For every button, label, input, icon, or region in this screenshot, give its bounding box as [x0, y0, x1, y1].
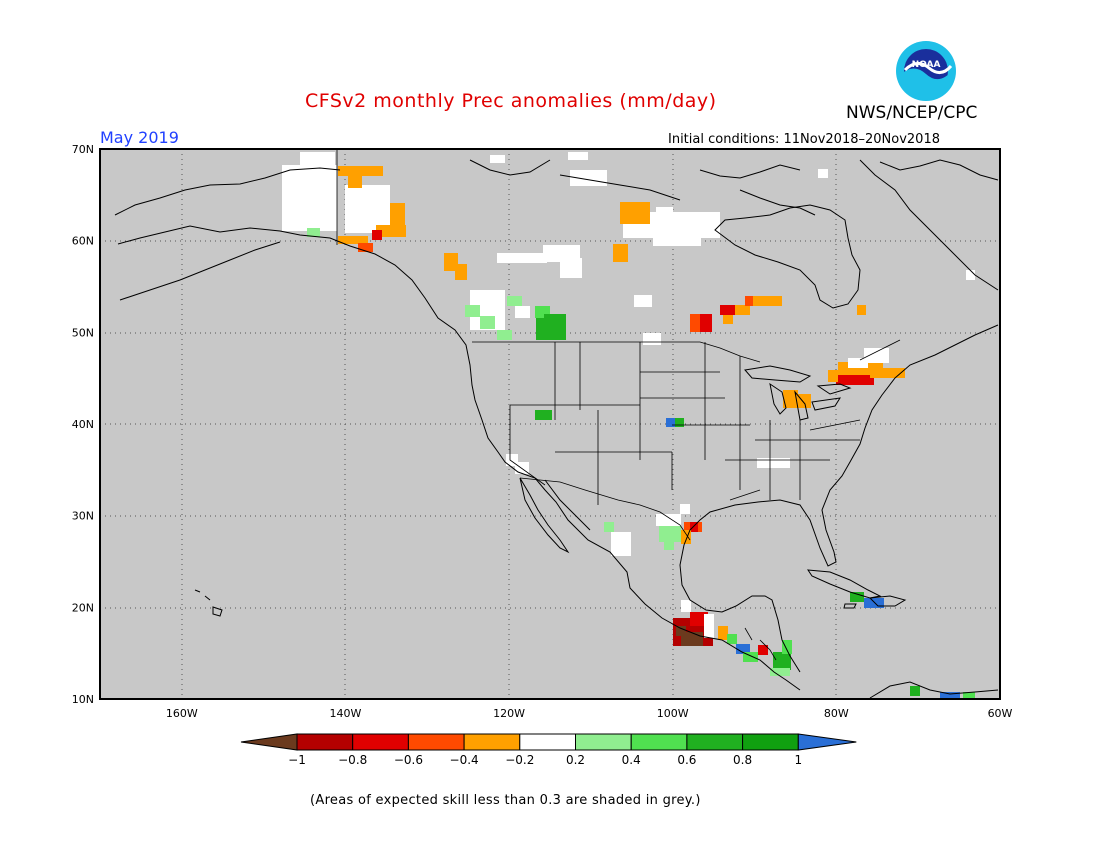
latitude-label: 10N	[72, 693, 94, 706]
colorbar-tick-label: −0.4	[450, 753, 479, 767]
latitude-label: 50N	[72, 326, 94, 339]
longitude-label: 100W	[657, 707, 689, 720]
forecast-month: May 2019	[100, 128, 179, 147]
map-frame	[99, 148, 1001, 700]
longitude-label: 60W	[988, 707, 1013, 720]
colorbar-min-arrow	[240, 733, 298, 751]
colorbar-segment	[407, 733, 465, 751]
colorbar-segment	[352, 733, 409, 751]
longitude-label: 160W	[166, 707, 198, 720]
longitude-label: 120W	[493, 707, 525, 720]
initial-conditions: Initial conditions: 11Nov2018–20Nov2018	[668, 132, 940, 147]
colorbar-max-arrow	[797, 733, 857, 751]
latitude-label: 20N	[72, 601, 94, 614]
latitude-label: 30N	[72, 510, 94, 523]
colorbar-segment	[463, 733, 521, 751]
noaa-logo-icon: NOAA	[896, 41, 956, 101]
colorbar-segment	[686, 733, 744, 751]
colorbar-segment	[742, 733, 799, 751]
colorbar-segment	[296, 733, 354, 751]
anomaly-cells	[282, 152, 975, 698]
colorbar-tick-label: 0.6	[677, 753, 696, 767]
colorbar-tick-label: 0.8	[733, 753, 752, 767]
colorbar-legend: −1 −0.8 −0.6 −0.4 −0.2 0.2 0.4 0.6 0.8 1	[240, 733, 857, 767]
longitude-label: 80W	[824, 707, 849, 720]
latitude-labels: 70N 60N 50N 40N 30N 20N 10N	[72, 143, 94, 706]
longitude-label: 140W	[330, 707, 362, 720]
colorbar-tick-label: −1	[288, 753, 306, 767]
political-boundaries	[336, 149, 901, 661]
longitude-labels: 160W 140W 120W 100W 80W 60W	[166, 707, 1013, 720]
colorbar-tick-label: −0.6	[394, 753, 423, 767]
latitude-label: 70N	[72, 143, 94, 156]
colorbar-tick-label: −0.2	[505, 753, 534, 767]
agency-label: NWS/NCEP/CPC	[846, 103, 978, 123]
latitude-label: 40N	[72, 418, 94, 431]
colorbar-tick-label: 1	[794, 753, 802, 767]
latitude-label: 60N	[72, 235, 94, 248]
noaa-logo-text: NOAA	[912, 60, 941, 70]
colorbar-segment	[630, 733, 688, 751]
colorbar-segment	[575, 733, 632, 751]
colorbar-tick-label: −0.8	[338, 753, 367, 767]
coastlines	[114, 159, 999, 699]
colorbar-tick-label: 0.2	[566, 753, 585, 767]
colorbar-tick-label: 0.4	[622, 753, 641, 767]
chart-title: CFSv2 monthly Prec anomalies (mm/day)	[305, 90, 717, 112]
colorbar-segment	[519, 733, 576, 751]
skill-footnote: (Areas of expected skill less than 0.3 a…	[310, 793, 701, 808]
